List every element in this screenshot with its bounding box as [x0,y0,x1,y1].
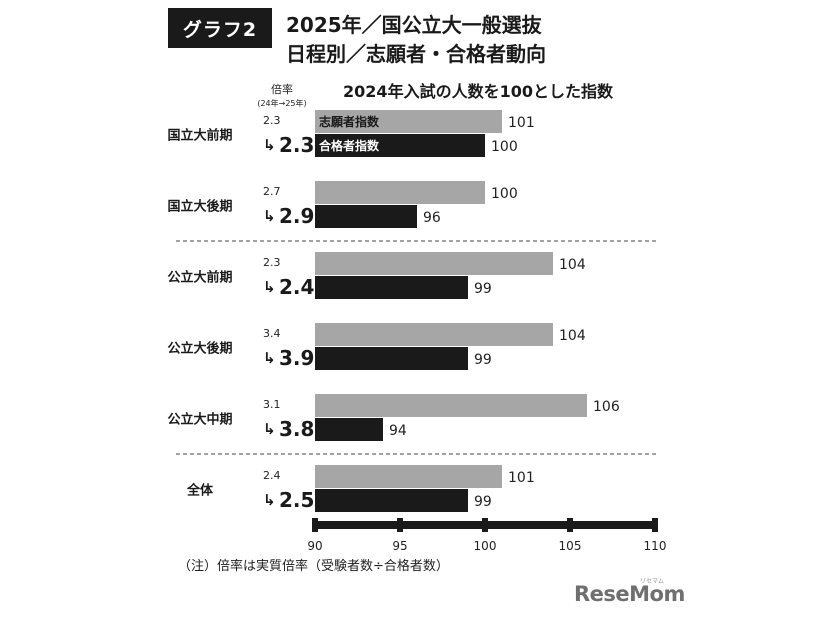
ratio-curr: 3.8 [279,417,314,441]
applicant-index-value: 100 [491,186,518,202]
category-label: 公立大後期 [167,341,232,357]
resemom-logo-ruby: リセマム [640,578,665,585]
admitted-index-bar [315,418,383,441]
admitted-index-bar [315,205,417,228]
category-label: 公立大前期 [167,270,232,286]
ratio-arrow-icon: ↳ [263,278,276,296]
category-label: 国立大前期 [167,128,232,144]
category-label: 国立大後期 [167,199,232,215]
x-tick-label: 90 [307,539,322,553]
x-tick-label: 110 [644,539,667,553]
ratio-arrow-icon: ↳ [263,491,276,509]
admitted-index-bar [315,276,468,299]
applicant-index-bar [315,181,485,204]
admitted-index-value: 94 [389,423,407,439]
ratio-prev: 2.3 [263,114,281,127]
category-label: 全体 [186,483,214,499]
resemom-logo: ReseMom [574,582,685,606]
graph-number-badge: グラフ2 [168,8,272,48]
admitted-index-bar [315,134,485,157]
x-axis-tick [652,518,658,532]
ratio-arrow-icon: ↳ [263,349,276,367]
admitted-index-bar [315,489,468,512]
applicant-index-value: 101 [508,470,535,486]
admitted-index-value: 100 [491,139,518,155]
ratio-curr: 3.9 [279,346,314,370]
applicant-index-bar [315,323,553,346]
ratio-arrow-icon: ↳ [263,207,276,225]
applicant-index-value: 104 [559,257,586,273]
ratio-curr: 2.4 [279,275,314,299]
ratio-arrow-icon: ↳ [263,420,276,438]
admitted-index-bar [315,347,468,370]
applicant-index-bar [315,252,553,275]
ratio-subheader: (24年→25年) [257,98,306,108]
ratio-prev: 3.4 [263,327,281,340]
category-label: 公立大中期 [167,412,232,428]
applicant-index-value: 106 [593,399,620,415]
ratio-prev: 2.3 [263,256,281,269]
ratio-curr: 2.9 [279,204,314,228]
x-tick-label: 95 [392,539,407,553]
admitted-index-value: 96 [423,210,441,226]
legend-admitted-index: 合格者指数 [319,138,380,153]
ratio-arrow-icon: ↳ [263,136,276,154]
ratio-curr: 2.3 [279,133,314,157]
legend-applicant-index: 志願者指数 [319,114,380,129]
x-axis-tick [397,518,403,532]
ratio-prev: 2.4 [263,469,281,482]
admitted-index-value: 99 [474,494,492,510]
ratio-prev: 3.1 [263,398,281,411]
x-axis-tick [482,518,488,532]
footnote: （注）倍率は実質倍率（受験者数÷合格者数） [178,559,449,574]
ratio-header: 倍率 [271,82,293,96]
admitted-index-value: 99 [474,281,492,297]
chart-subtitle: 2024年入試の人数を100とした指数 [343,82,614,101]
x-tick-label: 100 [474,539,497,553]
admitted-index-value: 99 [474,352,492,368]
applicant-index-bar [315,110,502,133]
applicant-index-value: 104 [559,328,586,344]
ratio-prev: 2.7 [263,185,281,198]
x-axis-tick [567,518,573,532]
chart-title-line1: 2025年／国公立大一般選抜 [286,13,542,37]
applicant-index-bar [315,465,502,488]
x-tick-label: 105 [559,539,582,553]
applicant-index-value: 101 [508,115,535,131]
chart-title-line2: 日程別／志願者・合格者動向 [286,42,546,66]
applicant-index-bar [315,394,587,417]
ratio-curr: 2.5 [279,488,314,512]
x-axis-tick [312,518,318,532]
